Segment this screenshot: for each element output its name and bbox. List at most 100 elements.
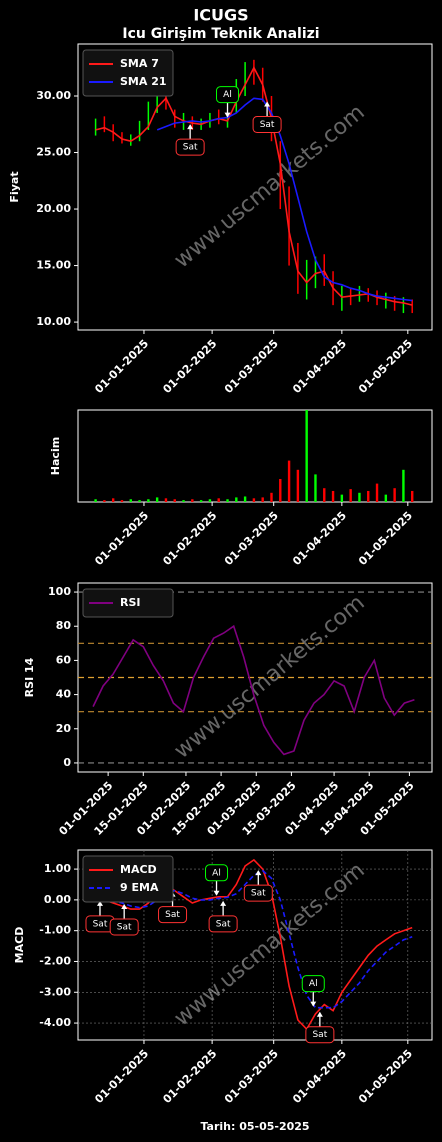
- volume-bar: [208, 499, 212, 502]
- volume-bar: [305, 410, 308, 502]
- plot-area: [77, 409, 433, 503]
- annotation-box: [109, 918, 139, 936]
- volume-bar: [340, 494, 344, 502]
- arrow-head: [121, 903, 128, 909]
- volume-bar: [147, 499, 150, 502]
- volume-bar: [120, 500, 124, 502]
- series-line: [95, 65, 413, 306]
- legend-label: 9 EMA: [120, 881, 159, 894]
- annotation-label: Sat: [260, 120, 275, 130]
- annotation-box: [305, 1026, 335, 1044]
- chart-subtitle: Icu Girişim Teknik Analizi: [122, 26, 319, 42]
- legend-label: MACD: [120, 863, 157, 876]
- y-tick-label: 0.00: [44, 893, 71, 906]
- y-tick-label: 10.00: [36, 315, 71, 328]
- y-axis-label: MACD: [13, 927, 26, 964]
- arrow-head: [310, 1001, 317, 1007]
- y-tick-label: -1.00: [39, 924, 71, 937]
- annotation-box: [205, 864, 229, 882]
- y-axis-label: RSI 14: [23, 657, 36, 697]
- volume-bar: [226, 499, 229, 502]
- legend-box: [82, 588, 174, 618]
- volume-bar: [375, 483, 379, 502]
- legend-box: [82, 855, 174, 903]
- annotation-label: Sat: [117, 922, 132, 932]
- volume-bar: [331, 490, 335, 502]
- arrow-head: [264, 101, 271, 107]
- arrow-head: [316, 1011, 323, 1017]
- series-line: [95, 858, 413, 1031]
- annotation-label: Sat: [216, 919, 231, 929]
- volume-bar: [384, 494, 388, 502]
- y-tick-label: 25.00: [36, 146, 71, 159]
- legend-box: [82, 49, 174, 97]
- volume-bar: [217, 498, 220, 502]
- series-line: [156, 97, 413, 302]
- volume-bar: [138, 500, 141, 502]
- legend-label: RSI: [120, 596, 141, 609]
- y-tick-label: -4.00: [39, 1016, 71, 1029]
- legend-label: SMA 7: [120, 57, 159, 70]
- arrow-head: [255, 870, 262, 876]
- volume-bar: [411, 490, 414, 502]
- series-line: [92, 624, 415, 756]
- annotation-label: Al: [223, 90, 232, 100]
- arrow-head: [213, 890, 220, 896]
- legend-label: SMA 21: [120, 75, 167, 88]
- annotation-label: Al: [212, 868, 221, 878]
- volume-bar: [243, 496, 247, 502]
- volume-bar: [103, 500, 106, 502]
- volume-bar: [261, 497, 264, 502]
- volume-bar: [111, 498, 115, 502]
- x-axis-label: Tarih: 05-05-2025: [200, 1120, 309, 1133]
- y-tick-label: 100: [48, 585, 71, 598]
- y-tick-label: 80: [56, 619, 72, 632]
- series-line: [95, 869, 413, 1009]
- volume-bar: [279, 479, 282, 502]
- volume-bar: [314, 474, 317, 502]
- annotation-label: Sat: [312, 1030, 327, 1040]
- y-tick-label: 0: [63, 756, 71, 769]
- y-tick-label: -3.00: [39, 985, 71, 998]
- volume-bar: [393, 488, 396, 502]
- volume-bar: [296, 469, 300, 502]
- annotation-box: [216, 86, 240, 104]
- annotation-label: Al: [309, 979, 318, 989]
- volume-bar: [323, 488, 326, 502]
- annotation-label: Sat: [183, 143, 198, 153]
- y-tick-label: 15.00: [36, 259, 71, 272]
- annotation-box: [252, 116, 282, 134]
- annotation-box: [208, 915, 238, 933]
- y-axis-label: Fiyat: [8, 171, 21, 202]
- volume-bar: [94, 499, 97, 502]
- annotation-box: [158, 906, 188, 924]
- volume-bar: [191, 499, 194, 502]
- volume-bar: [358, 492, 361, 502]
- volume-bar: [349, 489, 352, 502]
- volume-bar: [287, 460, 291, 502]
- annotation-label: Sat: [165, 910, 180, 920]
- y-tick-label: 60: [56, 653, 72, 666]
- arrow-head: [187, 124, 194, 130]
- y-tick-label: -2.00: [39, 954, 71, 967]
- volume-bar: [173, 499, 176, 502]
- annotation-box: [301, 975, 325, 993]
- y-tick-label: 40: [56, 688, 72, 701]
- volume-bar: [164, 498, 168, 502]
- y-tick-label: 1.00: [44, 862, 71, 875]
- y-tick-label: 20: [56, 722, 72, 735]
- chart-title: ICUGS: [193, 6, 248, 25]
- annotation-label: Sat: [93, 919, 108, 929]
- volume-bar: [270, 492, 273, 502]
- volume-bar: [155, 497, 159, 502]
- arrow-head: [220, 900, 227, 906]
- annotation-label: Sat: [251, 889, 266, 899]
- volume-bar: [199, 500, 203, 502]
- volume-bar: [367, 490, 370, 502]
- volume-bar: [129, 499, 132, 502]
- volume-bar: [182, 500, 185, 502]
- y-tick-label: 20.00: [36, 202, 71, 215]
- y-axis-label: Hacim: [49, 437, 62, 475]
- volume-bar: [235, 497, 238, 502]
- annotation-box: [175, 138, 205, 156]
